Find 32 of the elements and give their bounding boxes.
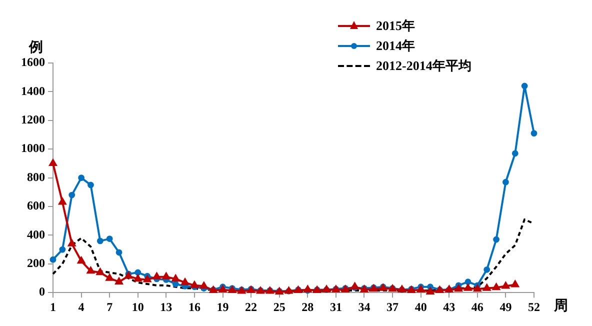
y-tick-label: 1400 [21, 84, 45, 98]
x-tick-label: 31 [330, 300, 342, 314]
y-axis-title: 例 [28, 40, 43, 56]
y-tick-label: 1000 [21, 141, 45, 156]
x-tick-label: 40 [414, 300, 427, 314]
legend-label: 2015年 [376, 17, 415, 35]
legend-label: 2012-2014年平均 [376, 57, 472, 75]
x-tick-label: 10 [132, 300, 144, 314]
x-tick-label: 37 [386, 300, 399, 314]
legend-label: 2014年 [376, 37, 415, 55]
y-tick-label: 600 [27, 198, 45, 213]
x-tick-label: 7 [106, 300, 113, 314]
x-tick-label: 28 [302, 300, 314, 314]
y-tick-label: 1600 [21, 55, 45, 70]
x-tick-label: 16 [188, 300, 200, 314]
y-tick-label: 1200 [21, 112, 45, 126]
x-tick-label: 19 [216, 300, 229, 314]
x-tick-label: 52 [528, 300, 540, 314]
y-tick-label: 200 [27, 256, 45, 270]
y-tick-label: 800 [27, 170, 45, 184]
x-tick-label: 34 [358, 300, 370, 314]
x-tick-label: 1 [50, 300, 56, 314]
x-tick-label: 22 [245, 300, 258, 314]
x-tick-label: 43 [443, 300, 456, 314]
x-tick-label: 13 [160, 300, 172, 314]
x-tick-label: 25 [273, 300, 286, 314]
x-tick-label: 46 [471, 300, 484, 314]
y-tick-label: 400 [27, 227, 45, 242]
x-tick-label: 49 [500, 300, 512, 314]
x-axis-title: 周 [553, 298, 568, 314]
x-tick-label: 4 [78, 300, 84, 314]
y-tick-label: 0 [39, 284, 45, 299]
